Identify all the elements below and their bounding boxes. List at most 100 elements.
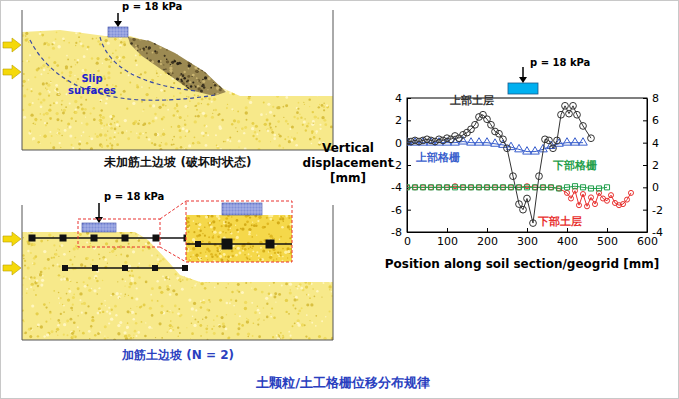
sand-grain [58, 256, 59, 257]
sand-grain [179, 251, 181, 253]
sand-grain [293, 116, 295, 118]
sand-grain [104, 78, 106, 80]
sand-grain [194, 57, 197, 60]
sand-grain [166, 310, 168, 312]
sand-grain [165, 38, 168, 41]
sand-grain [251, 29, 254, 32]
sand-grain [184, 230, 185, 231]
sand-grain [58, 265, 60, 267]
sand-grain [213, 58, 215, 60]
sand-grain [117, 281, 118, 282]
sand-grain [229, 46, 231, 48]
sand-grain [139, 99, 140, 100]
sand-grain [239, 67, 241, 69]
sand-grain [124, 119, 127, 122]
sand-grain [231, 108, 233, 110]
load-arrow [117, 13, 119, 22]
sand-grain [223, 33, 226, 36]
sand-grain [268, 77, 271, 80]
sand-grain [204, 76, 207, 79]
slip-surface [30, 40, 215, 100]
sand-grain [183, 33, 185, 35]
sand-grain [124, 64, 127, 67]
sand-grain [177, 41, 179, 43]
sand-grain [43, 303, 46, 306]
sand-grain [32, 262, 34, 264]
sand-grain [161, 142, 162, 143]
sand-grain [289, 335, 291, 337]
sand-grain [66, 277, 69, 280]
sand-grain [99, 119, 102, 122]
sand-grain [304, 250, 306, 252]
sand-grain [88, 330, 91, 333]
sand-grain [104, 325, 107, 328]
sand-grain [135, 95, 137, 97]
sand-grain [81, 107, 84, 110]
sand-grain [139, 49, 141, 51]
sand-grain [257, 305, 258, 306]
sand-grain [28, 41, 30, 43]
sand-grain [229, 37, 231, 39]
sand-grain [56, 64, 59, 67]
sand-grain [126, 108, 128, 110]
sand-grain [211, 328, 213, 330]
sand-grain [155, 51, 158, 54]
sand-grain [172, 311, 174, 313]
sand-grain [246, 119, 248, 121]
sand-grain [237, 89, 239, 91]
sand-grain [48, 233, 51, 236]
sand-grain [122, 278, 124, 280]
sand-grain [24, 260, 26, 262]
sand-grain [323, 106, 325, 108]
sand-grain [216, 72, 218, 74]
sand-grain [277, 36, 280, 39]
sand-grain [271, 307, 273, 309]
sand-grain [104, 258, 107, 261]
sand-grain [47, 84, 50, 87]
sand-grain [153, 65, 154, 66]
sand-grain [221, 37, 222, 38]
sand-grain [162, 104, 165, 107]
sand-grain [122, 56, 125, 59]
sand-grain [194, 120, 197, 123]
sand-grain [201, 132, 204, 135]
sand-grain [94, 334, 96, 336]
sand-grain [188, 68, 190, 70]
sand-grain [205, 280, 208, 283]
sand-grain [225, 287, 226, 288]
sand-grain [158, 286, 161, 289]
sand-grain [251, 75, 254, 78]
sand-grain [285, 282, 288, 285]
sand-grain [37, 141, 40, 144]
sand-grain [49, 311, 51, 313]
sand-grain [163, 81, 166, 84]
sand-grain [97, 40, 100, 43]
sand-grain [321, 93, 323, 95]
sand-grain [154, 143, 157, 146]
sand-grain [203, 86, 206, 89]
sand-grain [214, 46, 216, 48]
sand-grain [63, 334, 65, 336]
sand-grain [226, 42, 228, 44]
sand-grain [321, 56, 322, 57]
sand-grain [144, 31, 147, 34]
sand-grain [170, 65, 171, 66]
sand-grain [48, 57, 50, 59]
sand-grain [125, 294, 127, 296]
sand-grain [255, 62, 257, 64]
sand-grain [131, 80, 134, 83]
loading-arrow [3, 38, 21, 52]
sand-grain [325, 277, 328, 280]
sand-grain [307, 71, 308, 72]
sand-grain [158, 37, 160, 39]
sand-grain [110, 294, 112, 296]
sand-grain [284, 138, 286, 140]
sand-grain [280, 332, 282, 334]
sand-grain [205, 36, 207, 38]
sand-grain [297, 299, 299, 301]
sand-grain [30, 252, 32, 254]
sand-grain [28, 103, 31, 106]
sand-grain [157, 35, 159, 37]
sand-grain [43, 267, 46, 270]
sand-grain [73, 321, 76, 324]
